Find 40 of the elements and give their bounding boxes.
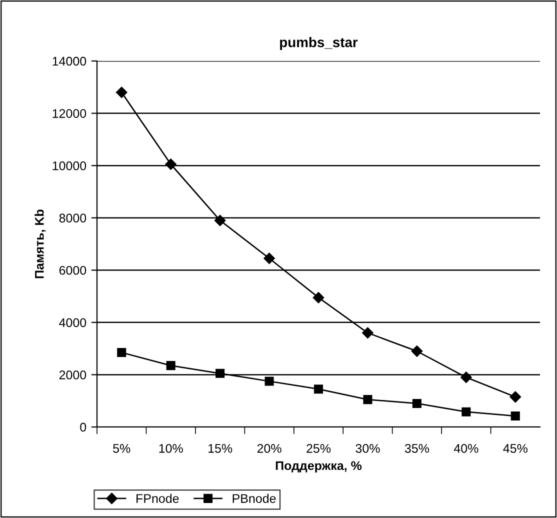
x-tick-label: 25% (306, 444, 331, 453)
point (460, 372, 472, 383)
point (214, 214, 226, 226)
x-tick-label: 20% (257, 444, 282, 453)
point (312, 292, 324, 304)
point (412, 398, 422, 408)
y-tick-label: 14000 (52, 56, 86, 66)
point (264, 376, 274, 386)
legend-label: PBnode (232, 494, 276, 503)
x-tick-label: 45% (503, 444, 528, 453)
point (462, 407, 471, 416)
legend-label: FPnode (136, 494, 179, 503)
point (411, 346, 423, 357)
y-tick-label: 4000 (59, 318, 86, 328)
point (510, 412, 520, 421)
point (116, 86, 128, 98)
x-tick-label: 10% (159, 444, 183, 453)
chart-title: pumbs_star (280, 37, 358, 50)
point (510, 391, 521, 403)
point (117, 348, 126, 358)
y-axis-title: Память, Kb (34, 210, 46, 278)
point (362, 327, 374, 338)
x-tick-label: 35% (404, 444, 430, 453)
point (363, 395, 372, 404)
x-axis-title: Поддержка, % (276, 461, 362, 473)
point (216, 368, 225, 378)
x-tick-label: 15% (208, 444, 232, 453)
y-tick-label: 2000 (59, 370, 86, 380)
y-tick-label: 0 (80, 422, 86, 432)
point (264, 252, 275, 264)
x-tick-label: 30% (356, 444, 380, 453)
y-tick-label: 6000 (59, 266, 86, 275)
x-tick-label: 5% (113, 444, 130, 453)
point (166, 361, 176, 370)
y-tick-label: 8000 (59, 214, 86, 223)
y-tick-label: 10000 (52, 161, 86, 170)
point (165, 158, 176, 170)
y-tick-label: 12000 (52, 109, 86, 118)
point (314, 384, 324, 394)
x-tick-label: 40% (454, 444, 478, 453)
